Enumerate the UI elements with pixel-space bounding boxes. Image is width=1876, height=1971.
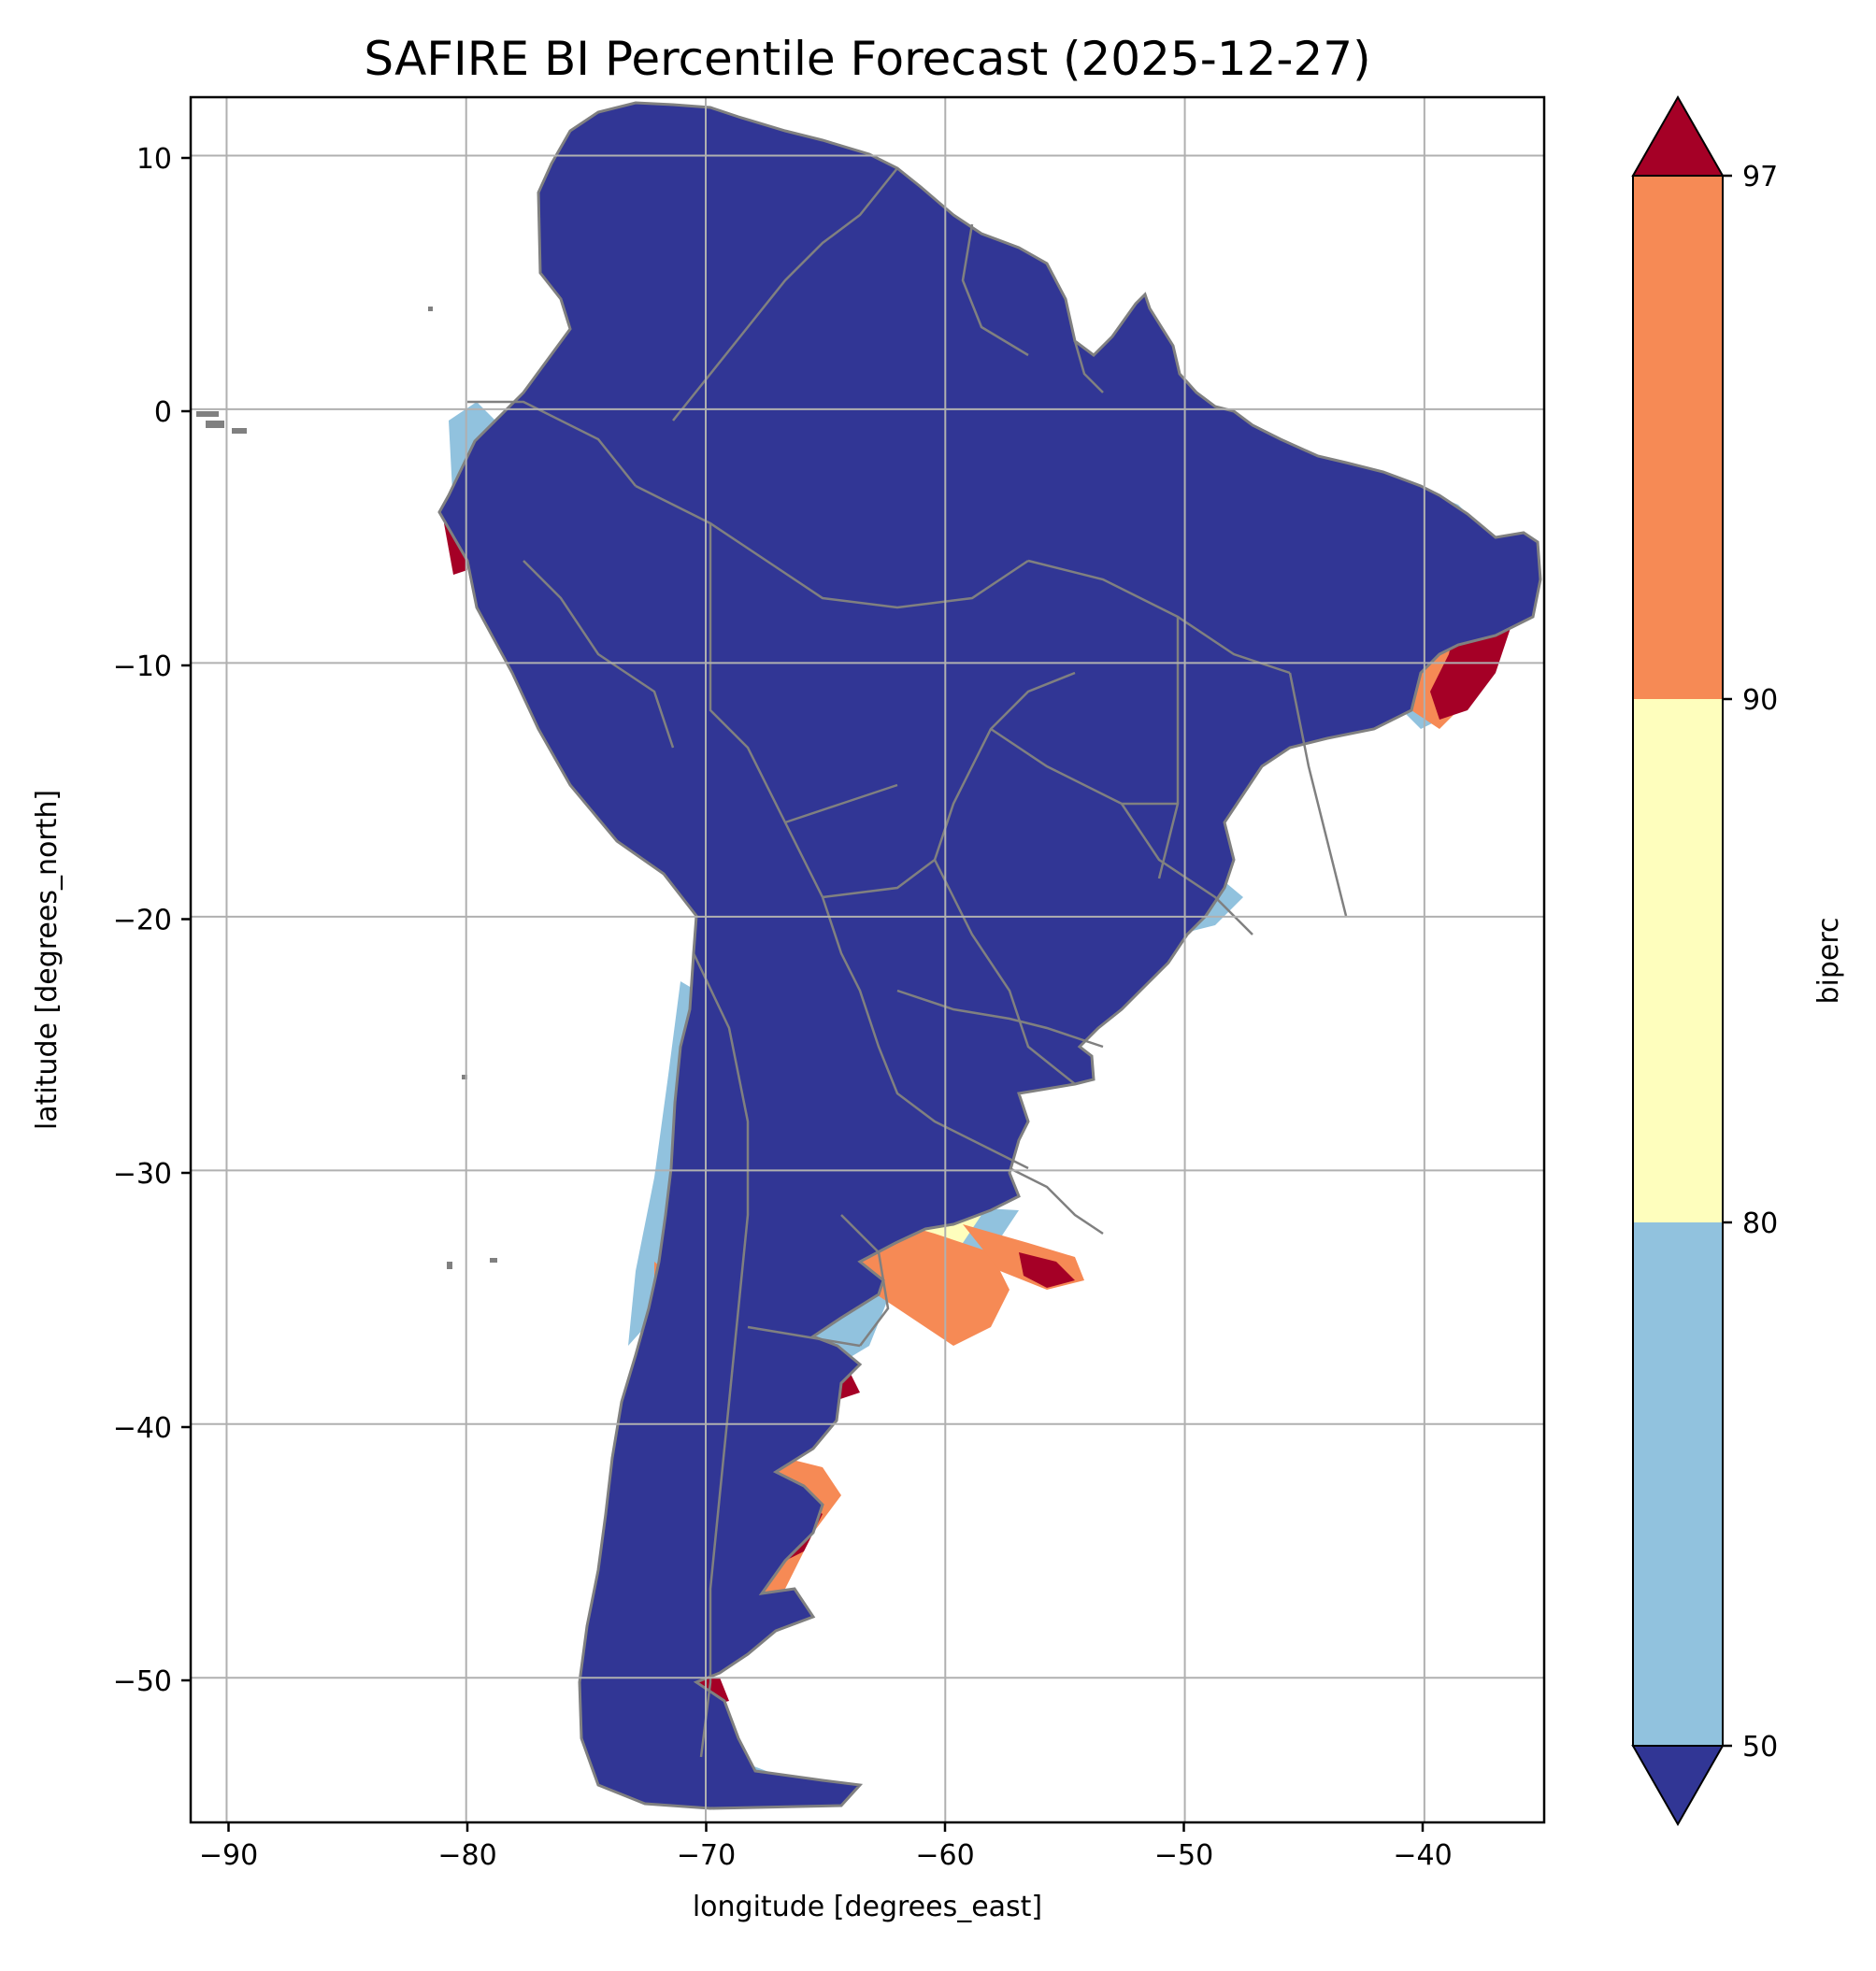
colorbar-label: biperc — [1812, 917, 1845, 1004]
country-borders — [467, 167, 1348, 1758]
y-tick-label: 10 — [136, 143, 172, 176]
islands — [196, 307, 497, 1269]
colorbar-band-90-97 — [1633, 176, 1723, 699]
y-axis-label: latitude [degrees_north] — [31, 790, 64, 1130]
gridlines — [191, 97, 1544, 1822]
y-tick-label: −20 — [113, 905, 172, 937]
colorbar-band-80-90 — [1633, 699, 1723, 1222]
coastline — [437, 101, 1542, 1810]
y-tick-label: −30 — [113, 1158, 172, 1191]
colorbar-tick-label: 80 — [1742, 1207, 1778, 1240]
x-tick-label: −90 — [199, 1839, 258, 1872]
y-tick-label: −40 — [113, 1412, 172, 1445]
x-axis: −90 −80 −70 −60 −50 −40 longitude [degre… — [199, 1822, 1453, 1923]
colorbar-tick-label: 50 — [1742, 1731, 1778, 1764]
y-tick-label: −50 — [113, 1665, 172, 1698]
x-tick-label: −80 — [437, 1839, 496, 1872]
colorbar-band-50-80 — [1633, 1222, 1723, 1746]
colorbar: 97 90 80 50 biperc — [1631, 94, 1845, 1827]
x-axis-label: longitude [degrees_east] — [693, 1891, 1042, 1923]
colorbar-tick-label: 97 — [1742, 161, 1778, 193]
x-tick-label: −50 — [1154, 1839, 1213, 1872]
chart-title: SAFIRE BI Percentile Forecast (2025-12-2… — [364, 32, 1370, 86]
colorbar-frame — [1632, 175, 1724, 1747]
x-tick-label: −70 — [677, 1839, 736, 1872]
colorbar-under-triangle — [1631, 1745, 1725, 1827]
colorbar-tick-label: 90 — [1742, 684, 1778, 717]
region-uruguay-red — [1019, 1252, 1075, 1288]
x-tick-label: −60 — [915, 1839, 974, 1872]
map-layer — [196, 101, 1542, 1810]
colorbar-over-triangle — [1631, 94, 1725, 177]
y-tick-label: −10 — [113, 650, 172, 683]
y-axis: 10 0 −10 −20 −30 −40 −50 latitude [degre… — [31, 143, 191, 1698]
y-tick-label: 0 — [154, 396, 172, 429]
axes-frame — [189, 95, 1546, 1824]
x-tick-label: −40 — [1393, 1839, 1452, 1872]
